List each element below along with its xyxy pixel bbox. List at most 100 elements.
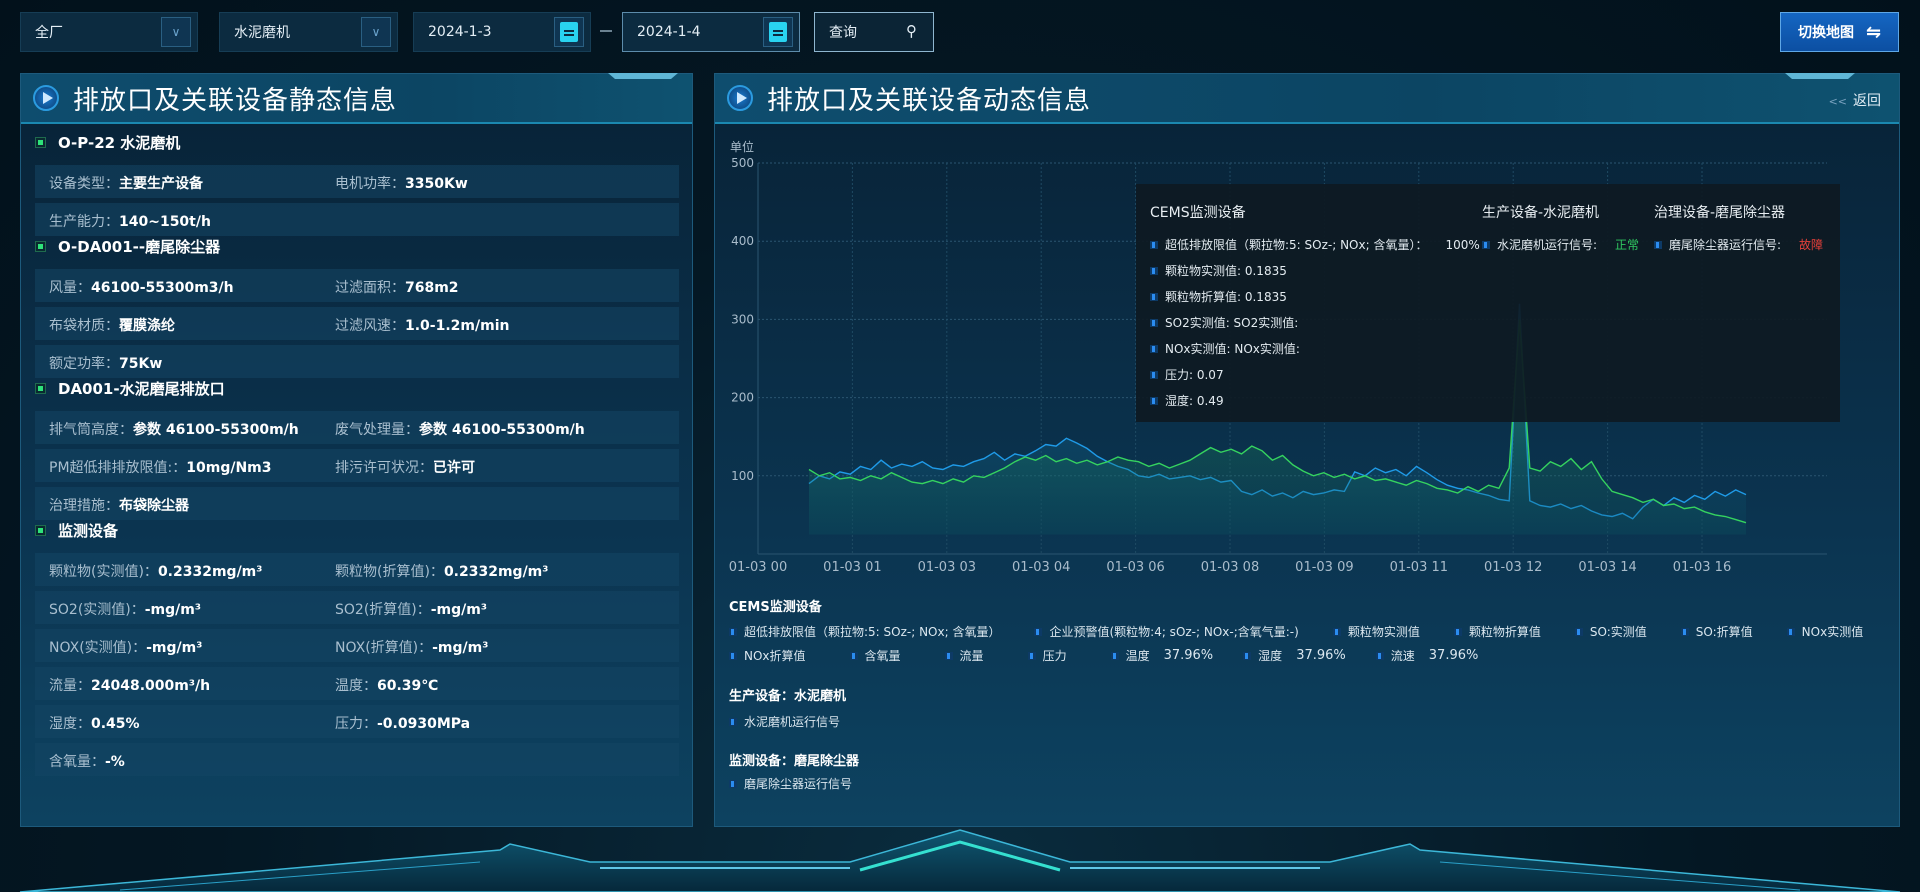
legend-marker-icon — [1150, 344, 1158, 353]
legend-prod-title: 生产设备：水泥磨机 — [729, 689, 847, 704]
section-header: O-P-22 水泥磨机 — [35, 132, 180, 153]
back-button[interactable]: << 返回 — [1829, 90, 1881, 110]
field-value: 参数 46100-55300m/h — [133, 422, 299, 438]
legend-label: NOx折算值 — [744, 649, 806, 663]
legend-marker-icon — [849, 651, 858, 660]
field-label: 废气处理量： — [335, 422, 419, 438]
legend-item[interactable]: 超低排放限值（颗拉物:5: SOz-; NOx; 含氧量） — [729, 623, 1000, 640]
legend-item[interactable]: 颗粒物实测值 — [1332, 623, 1420, 640]
search-icon: ⚲ — [906, 22, 917, 40]
y-tick-label: 500 — [731, 156, 754, 170]
panel-header: 排放口及关联设备静态信息 — [21, 73, 692, 124]
info-row: PM超低排排放限值:：10mg/Nm3 排污许可状况：已许可 — [35, 449, 679, 482]
info-row: 含氧量：-% — [35, 743, 679, 776]
info-field: 温度：60.39℃ — [335, 675, 438, 695]
legend-item[interactable]: SO:实测值 — [1574, 623, 1647, 640]
field-value: 60.39℃ — [377, 678, 439, 694]
field-label: 过滤风速： — [335, 318, 405, 334]
legend-item[interactable]: NOx实测值 — [1786, 623, 1863, 640]
info-field: 含氧量：-% — [49, 751, 125, 771]
chart-tooltip: CEMS监测设备 超低排放限值（颗拉物:5: SOz-; NOx; 含氧量）： 1… — [1136, 184, 1840, 422]
section-header: 监测设备 — [35, 520, 118, 541]
legend-item[interactable]: 含氧量 — [849, 647, 915, 664]
field-value: 1.0-1.2m/min — [405, 318, 510, 334]
device-select[interactable]: 水泥磨机 ∨ — [219, 12, 398, 52]
legend-marker-icon — [1680, 627, 1689, 636]
legend-item[interactable]: 水泥磨机运行信号 — [729, 713, 840, 730]
legend-item[interactable]: 湿度 37.96% — [1243, 647, 1346, 664]
tooltip-item-label: 颗粒物折算值: 0.1835 — [1165, 290, 1287, 304]
tooltip-cems-item: 颗粒物实测值: 0.1835 — [1150, 262, 1287, 279]
info-field: PM超低排排放限值:：10mg/Nm3 — [49, 457, 272, 477]
status-fault: 故障 — [1799, 238, 1824, 252]
field-value: -mg/m³ — [432, 640, 489, 656]
legend-item[interactable]: 颗粒物折算值 — [1453, 623, 1541, 640]
info-field: 过滤风速：1.0-1.2m/min — [335, 315, 509, 335]
y-tick-label: 200 — [731, 391, 754, 405]
legend-marker-icon — [944, 651, 953, 660]
field-label: 生产能力： — [49, 214, 119, 230]
info-row: 风量：46100-55300m3/h 过滤面积：768m2 — [35, 269, 679, 302]
field-label: 颗粒物(折算值)： — [335, 564, 444, 580]
info-field: 额定功率：75Kw — [49, 353, 162, 373]
legend-item[interactable]: 流量 — [944, 647, 998, 664]
device-select-value: 水泥磨机 — [234, 25, 290, 41]
legend-item[interactable]: 企业预警值(颗粒物:4; sOz-; NOx-;含氧气量:-) — [1034, 623, 1299, 640]
info-field: 生产能力：140~150t/h — [49, 211, 211, 231]
legend-value: 37.96% — [1163, 648, 1214, 663]
field-value: 3350Kw — [405, 176, 468, 192]
legend-value: 37.96% — [1296, 648, 1346, 663]
legend-marker-icon — [1034, 627, 1043, 636]
info-field: 颗粒物(实测值)：0.2332mg/m³ — [49, 561, 262, 581]
calendar-icon[interactable] — [763, 17, 793, 47]
switch-map-button[interactable]: 切换地图 ⇋ — [1780, 12, 1899, 52]
legend-item[interactable]: 温度 37.96% — [1110, 647, 1214, 664]
field-value: 46100-55300m3/h — [91, 280, 234, 296]
legend-item[interactable]: 压力 — [1027, 647, 1081, 664]
x-tick-label: 01-03 09 — [1295, 560, 1353, 575]
legend-item[interactable]: 流速 37.96% — [1375, 647, 1479, 664]
field-value: 140~150t/h — [119, 214, 211, 230]
info-field: 设备类型：主要生产设备 — [49, 173, 203, 193]
legend-value: 37.96% — [1428, 648, 1479, 663]
legend-marker-icon — [1453, 627, 1462, 636]
legend-label: 流量 — [959, 649, 984, 663]
start-date-input[interactable]: 2024-1-3 — [413, 12, 591, 52]
field-value: 已许可 — [433, 460, 475, 476]
end-date-input[interactable]: 2024-1-4 — [622, 12, 800, 52]
field-label: NOX(折算值)： — [335, 640, 433, 656]
factory-select[interactable]: 全厂 ∨ — [20, 12, 198, 52]
tooltip-item-label: SO2实测值: SO2实测值: — [1165, 316, 1299, 330]
legend-marker-icon — [1150, 396, 1158, 405]
tooltip-cems-item: SO2实测值: SO2实测值: — [1150, 314, 1298, 331]
x-tick-label: 01-03 04 — [1012, 560, 1070, 575]
legend-label: 含氧量 — [864, 649, 901, 663]
field-value: 布袋除尘器 — [119, 498, 189, 514]
query-button[interactable]: 查询 ⚲ — [814, 12, 934, 52]
legend-marker-icon — [729, 779, 737, 788]
tooltip-treat-item: 磨尾除尘器运行信号: 故障 — [1654, 236, 1823, 253]
calendar-icon[interactable] — [554, 17, 584, 47]
field-label: PM超低排排放限值:： — [49, 460, 187, 476]
tooltip-cems-item: 超低排放限值（颗拉物:5: SOz-; NOx; 含氧量）： 100% — [1150, 236, 1480, 253]
info-row: 额定功率：75Kw — [35, 345, 679, 378]
legend-item[interactable]: NOx折算值 — [729, 647, 820, 664]
tooltip-cems-title: CEMS监测设备 — [1150, 205, 1246, 221]
field-label: 湿度： — [49, 716, 91, 732]
info-field: 排污许可状况：已许可 — [335, 457, 475, 477]
field-label: SO2(实测值)： — [49, 602, 145, 618]
x-tick-label: 01-03 06 — [1106, 560, 1164, 575]
section-header: O-DA001--磨尾除尘器 — [35, 236, 220, 257]
y-tick-label: 400 — [731, 234, 754, 248]
info-field: 压力：-0.0930MPa — [335, 713, 470, 733]
field-label: 布袋材质： — [49, 318, 119, 334]
tooltip-treat-label: 磨尾除尘器运行信号: — [1669, 238, 1782, 252]
legend-item[interactable]: SO:折算值 — [1680, 623, 1753, 640]
field-value: -% — [105, 754, 125, 770]
legend-item[interactable]: 磨尾除尘器运行信号 — [729, 775, 852, 792]
chevron-down-icon: ∨ — [161, 17, 191, 47]
info-field: 风量：46100-55300m3/h — [49, 277, 234, 297]
y-tick-label: 300 — [731, 312, 754, 326]
info-field: 布袋材质：覆膜涤纶 — [49, 315, 175, 335]
info-row: 排气筒高度：参数 46100-55300m/h 废气处理量：参数 46100-55… — [35, 411, 679, 444]
